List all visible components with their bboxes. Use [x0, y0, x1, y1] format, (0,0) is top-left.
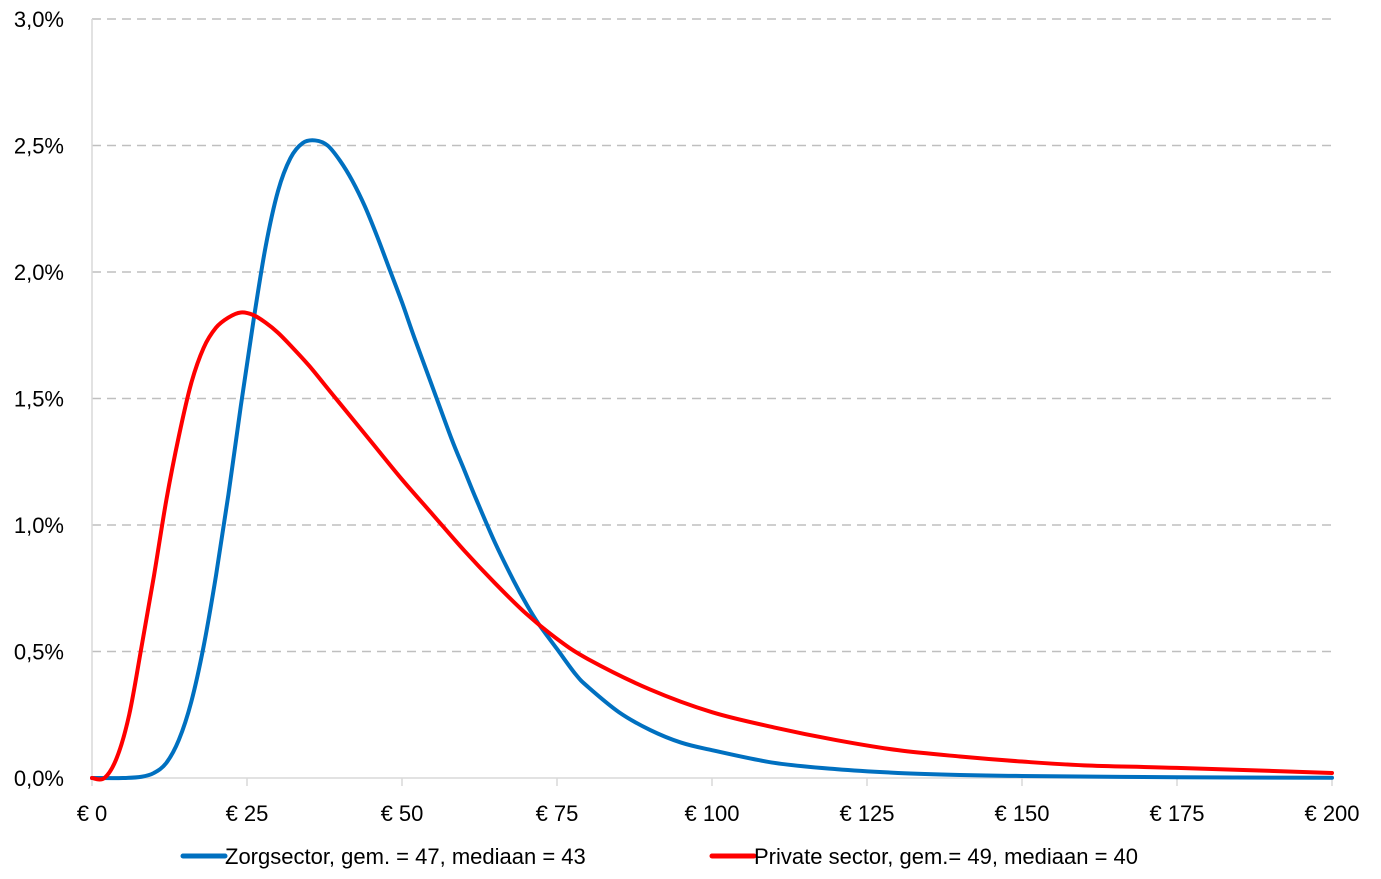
y-tick-label: 1,0% [14, 513, 64, 538]
x-tick-label: € 0 [77, 801, 108, 826]
y-tick-label: 2,5% [14, 134, 64, 159]
x-tick-label: € 125 [839, 801, 894, 826]
legend-label-2: Private sector, gem.= 49, mediaan = 40 [754, 844, 1138, 869]
y-tick-label: 0,0% [14, 766, 64, 791]
x-tick-label: € 200 [1304, 801, 1359, 826]
x-tick-label: € 50 [381, 801, 424, 826]
y-tick-label: 3,0% [14, 7, 64, 32]
series-line-1 [90, 138, 1334, 781]
x-tick-label: € 75 [536, 801, 579, 826]
x-tick-label: € 175 [1149, 801, 1204, 826]
x-tick-label: € 25 [226, 801, 269, 826]
x-tick-label: € 150 [994, 801, 1049, 826]
series-lines [90, 138, 1334, 782]
series-line-2 [90, 310, 1334, 782]
gridlines [92, 18, 1332, 653]
x-axis-ticks: € 0 € 25 € 50 € 75 € 100 € 125 € 150 € 175 € 200 [77, 778, 1360, 826]
y-tick-label: 2,0% [14, 260, 64, 285]
legend: Zorgsector, gem. = 47, mediaan = 43 Priva… [180, 844, 1138, 869]
y-tick-label: 1,5% [14, 387, 64, 412]
y-tick-label: 0,5% [14, 640, 64, 665]
x-tick-label: € 100 [684, 801, 739, 826]
y-axis-ticks: 0,0% 0,5% 1,0% 1,5% 2,0% 2,5% 3,0% [14, 7, 64, 791]
legend-label-1: Zorgsector, gem. = 47, mediaan = 43 [225, 844, 586, 869]
